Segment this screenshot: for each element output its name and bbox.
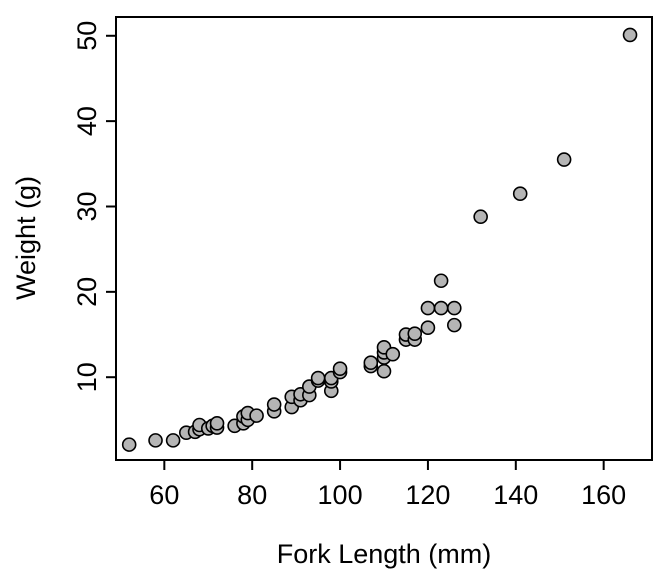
x-tick-label: 120 [405, 480, 450, 510]
data-point [148, 433, 163, 448]
data-point [332, 361, 348, 376]
data-point [512, 186, 528, 201]
data-point [310, 370, 326, 386]
x-tick-label: 100 [318, 480, 363, 510]
y-axis: 10 20 30 40 50 [72, 21, 116, 392]
y-tick-label: 40 [72, 106, 102, 136]
data-point [363, 355, 379, 370]
data-point [433, 273, 449, 289]
data-points [121, 27, 638, 452]
data-point [121, 437, 137, 452]
x-tick-label: 140 [493, 480, 538, 510]
y-axis-title: Weight (g) [11, 176, 41, 300]
plot-frame [115, 16, 653, 461]
x-tick-label: 160 [581, 480, 626, 510]
data-point [556, 152, 572, 167]
data-point [385, 346, 401, 362]
data-point [266, 397, 282, 412]
y-tick-label: 20 [72, 277, 102, 307]
data-point [209, 415, 225, 431]
x-tick-label: 60 [149, 480, 179, 510]
data-point [420, 300, 436, 316]
data-point [446, 300, 462, 316]
data-point [376, 363, 392, 379]
data-point [165, 433, 181, 448]
x-axis: 60 80 100 120 140 160 [149, 460, 626, 510]
data-point [473, 209, 488, 225]
x-axis-title: Fork Length (mm) [277, 539, 492, 569]
data-point [420, 320, 436, 335]
y-tick-label: 30 [72, 191, 102, 221]
y-tick-label: 10 [72, 362, 102, 392]
data-point [446, 317, 462, 333]
data-point [249, 408, 264, 423]
y-tick-label: 50 [72, 21, 102, 51]
data-point [407, 326, 423, 341]
data-point [622, 27, 638, 43]
data-point [433, 300, 449, 316]
x-tick-label: 80 [237, 480, 267, 510]
